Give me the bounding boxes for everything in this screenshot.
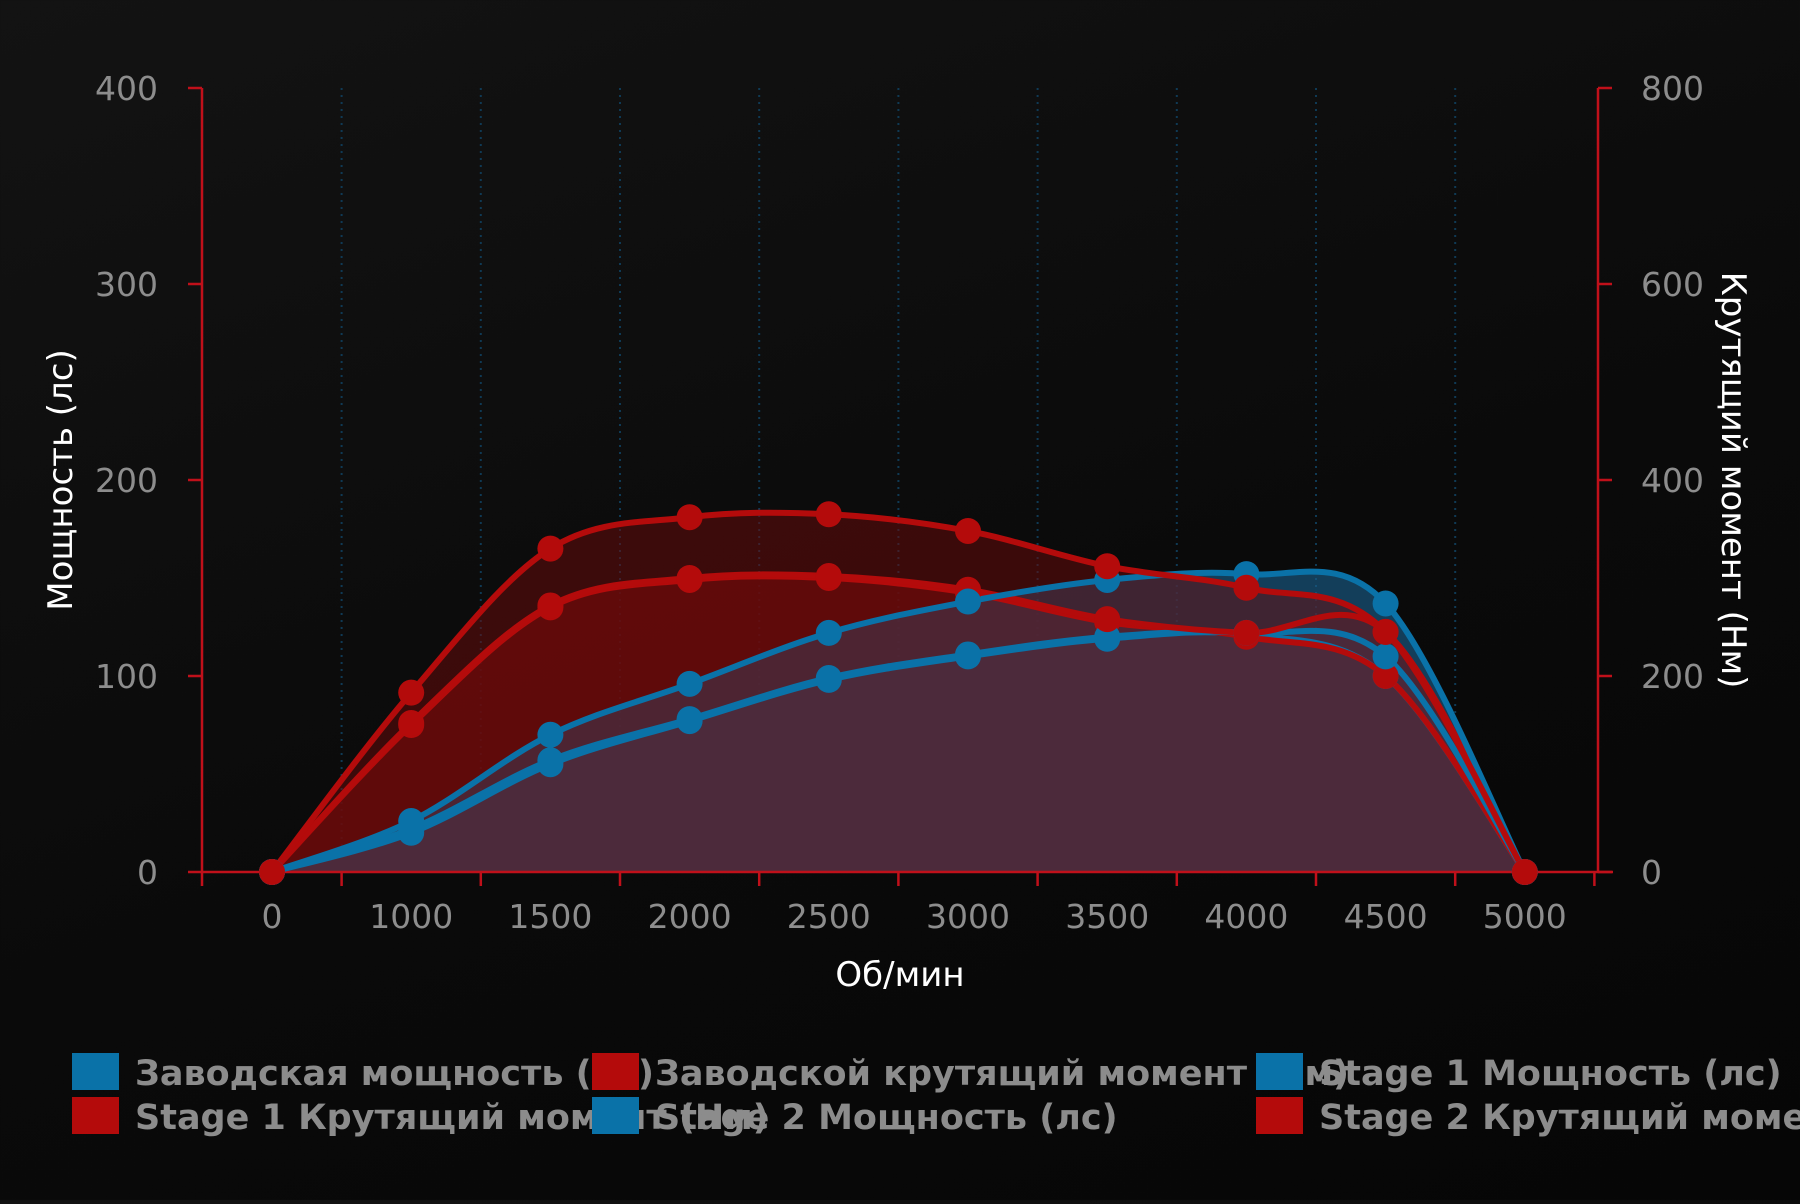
x-tick-label: 5000 bbox=[1483, 897, 1567, 936]
y-right-tick-label: 400 bbox=[1641, 461, 1704, 500]
legend-label: Заводская мощность (лс) bbox=[135, 1054, 654, 1094]
y-left-tick-label: 300 bbox=[95, 265, 158, 304]
legend-swatch bbox=[1256, 1097, 1303, 1134]
legend-label: Stage 1 Крутящий момент (Нм) bbox=[135, 1098, 769, 1138]
grid-lines bbox=[340, 88, 1457, 872]
y-left-tick-label: 400 bbox=[95, 69, 158, 108]
data-point bbox=[815, 563, 842, 590]
y-right-tick-label: 0 bbox=[1641, 853, 1662, 892]
x-tick-label: 0 bbox=[262, 897, 283, 936]
data-point bbox=[1233, 574, 1260, 601]
x-tick-label: 1500 bbox=[508, 897, 592, 936]
data-point bbox=[537, 721, 564, 748]
y-left-tick-label: 100 bbox=[95, 657, 158, 696]
series-areas bbox=[272, 512, 1525, 872]
x-tick-label: 4000 bbox=[1204, 897, 1288, 936]
data-point bbox=[1094, 606, 1121, 633]
data-point bbox=[955, 641, 981, 668]
data-point bbox=[398, 808, 425, 835]
data-point bbox=[1372, 663, 1399, 689]
data-point bbox=[1511, 859, 1538, 885]
x-tick-label: 4500 bbox=[1344, 897, 1428, 936]
data-point bbox=[1094, 553, 1121, 580]
axis-labels: Об/мин Мощность (лс) Крутящий момент (Нм… bbox=[41, 272, 1753, 995]
data-point bbox=[537, 535, 564, 562]
x-tick-label: 3500 bbox=[1065, 897, 1149, 936]
legend: Заводская мощность (лс) Заводской крутящи… bbox=[72, 1053, 1800, 1138]
data-point bbox=[1372, 590, 1399, 617]
data-point bbox=[955, 517, 981, 544]
legend-swatch bbox=[72, 1053, 119, 1090]
series-area-5 bbox=[272, 512, 1525, 872]
legend-swatch bbox=[592, 1097, 639, 1134]
series-line-4 bbox=[270, 568, 1528, 872]
data-point bbox=[955, 588, 981, 615]
data-point bbox=[815, 664, 842, 691]
data-point bbox=[1233, 619, 1260, 646]
series-line-5 bbox=[269, 509, 1528, 872]
series-line-2 bbox=[271, 627, 1528, 872]
data-point bbox=[398, 679, 425, 706]
data-point bbox=[259, 859, 285, 885]
data-point bbox=[1372, 618, 1399, 645]
series-lines bbox=[269, 509, 1528, 872]
x-tick-label: 2500 bbox=[787, 897, 871, 936]
series-points bbox=[259, 501, 1538, 885]
legend-label: Stage 2 Мощность (лс) bbox=[655, 1098, 1118, 1138]
y-left-tick-label: 200 bbox=[95, 461, 158, 500]
data-point bbox=[1372, 643, 1399, 670]
legend-label: Заводской крутящий момент (Нм) bbox=[655, 1054, 1349, 1094]
y-left-axis-title: Мощность (лс) bbox=[41, 349, 81, 611]
data-point bbox=[398, 710, 425, 737]
legend-swatch bbox=[72, 1097, 119, 1134]
data-point bbox=[676, 670, 703, 697]
data-point bbox=[676, 565, 703, 591]
y-right-tick-label: 600 bbox=[1641, 265, 1704, 304]
legend-swatch bbox=[1256, 1053, 1303, 1090]
data-point bbox=[676, 504, 703, 531]
legend-label: Stage 1 Мощность (лс) bbox=[1319, 1054, 1782, 1094]
legend-swatch bbox=[592, 1053, 639, 1090]
data-point bbox=[676, 706, 703, 733]
x-tick-label: 1000 bbox=[369, 897, 453, 936]
y-right-axis-title: Крутящий момент (Нм) bbox=[1713, 272, 1753, 689]
x-axis-title: Об/мин bbox=[835, 955, 964, 995]
y-right-tick-label: 200 bbox=[1641, 657, 1704, 696]
data-point bbox=[537, 747, 564, 774]
data-point bbox=[815, 501, 842, 528]
x-tick-label: 2000 bbox=[648, 897, 732, 936]
data-point bbox=[537, 592, 564, 619]
series-line-3 bbox=[269, 571, 1528, 872]
x-tick-label: 3000 bbox=[926, 897, 1010, 936]
legend-label: Stage 2 Крутящий момент (Нм) bbox=[1319, 1098, 1800, 1138]
data-point bbox=[815, 619, 842, 646]
y-left-tick-label: 0 bbox=[137, 853, 158, 892]
y-right-tick-label: 800 bbox=[1641, 69, 1704, 108]
